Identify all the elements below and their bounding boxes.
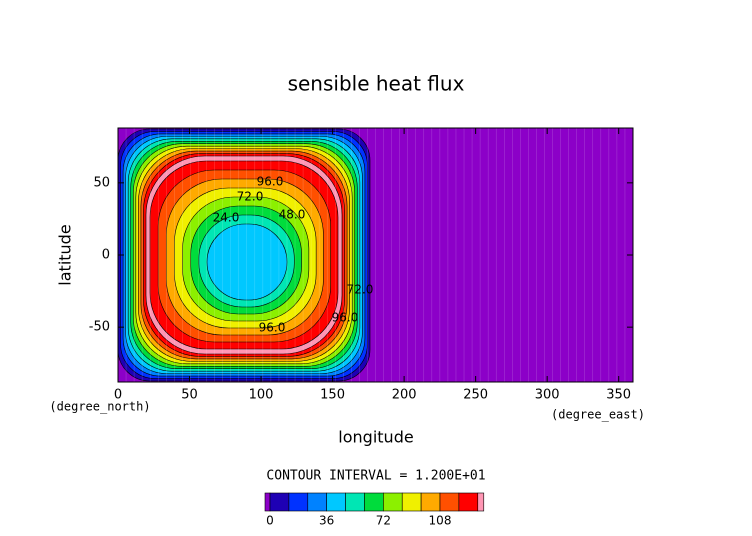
colorbar-box [383,492,403,512]
y-unit: (degree_north) [49,400,150,414]
contour-label: 96.0 [257,175,284,189]
colorbar-box [264,492,271,512]
y-tick-label: 0 [102,248,110,263]
x-tick-label: 50 [181,388,198,403]
x-tick-label: 250 [463,388,488,403]
x-tick-label: 300 [535,388,560,403]
colorbar-box [420,492,441,512]
colorbar-label: 0 [266,514,274,528]
colorbar-box [439,492,460,512]
contour-label: 72.0 [347,283,374,297]
y-tick-label: -50 [89,320,110,335]
colorbar-label: 72 [376,514,391,528]
colorbar-box [307,492,327,512]
x-axis-label: longitude [338,428,413,447]
x-tick-label: 350 [606,388,631,403]
colorbar-box [326,492,346,512]
x-tick-label: 200 [392,388,417,403]
colorbar-box [477,492,485,512]
chart-title: sensible heat flux [288,72,465,96]
contour-label: 24.0 [213,211,240,225]
contour-label: 96.0 [332,311,359,325]
colorbar-box [401,492,422,512]
contour-label: 96.0 [259,321,286,335]
colorbar-box [364,492,384,512]
x-unit: (degree_east) [551,408,645,422]
contour-label: 72.0 [237,190,264,204]
y-tick-label: 50 [93,175,110,190]
colorbar-box [458,492,479,512]
contour-interval: CONTOUR INTERVAL = 1.200E+01 [266,469,485,484]
field [118,128,633,382]
colorbar-label: 108 [429,514,452,528]
y-axis-label: latitude [56,224,75,285]
colorbar-label: 36 [319,514,334,528]
x-tick-label: 100 [249,388,274,403]
contour-label: 48.0 [279,208,306,222]
contour-band [206,223,288,301]
x-tick-label: 150 [320,388,345,403]
colorbar-box [269,492,290,512]
x-tick-label: 0 [114,388,122,403]
colorbar-box [288,492,309,512]
colorbar-box [345,492,365,512]
